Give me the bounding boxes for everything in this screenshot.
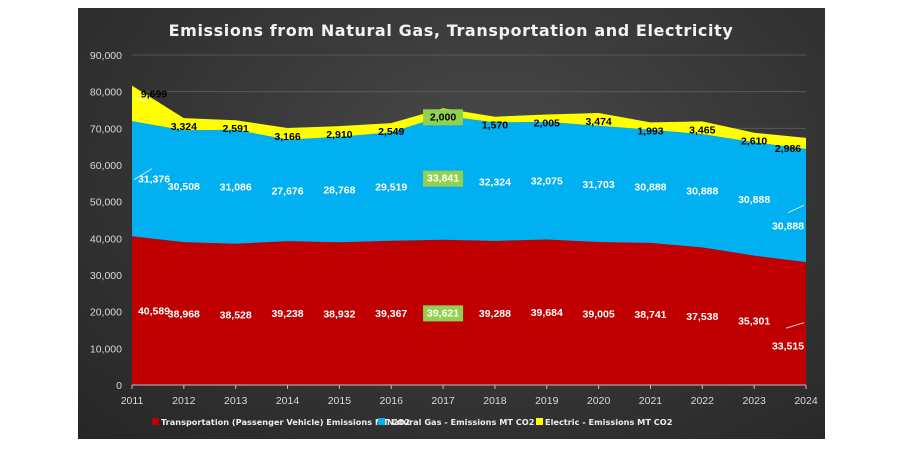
x-tick-label: 2022: [691, 395, 715, 407]
y-tick-label: 30,000: [90, 270, 122, 282]
leader-line: [785, 322, 805, 329]
x-tick-label: 2018: [483, 395, 507, 407]
data-label: 30,888: [686, 186, 718, 198]
legend-swatch: [378, 418, 385, 425]
x-tick-label: 2021: [639, 395, 663, 407]
legend-label: Natural Gas - Emissions MT CO2: [387, 417, 534, 427]
y-tick-label: 40,000: [90, 233, 122, 245]
leader-line: [787, 204, 805, 214]
x-tick-label: 2023: [742, 395, 766, 407]
x-tick-label: 2013: [224, 395, 248, 407]
x-tick-label: 2015: [328, 395, 352, 407]
data-label: 31,703: [583, 179, 615, 191]
data-label: 30,888: [738, 194, 770, 206]
y-tick-label: 80,000: [90, 87, 122, 99]
highlight-label-bg: [423, 109, 464, 126]
y-tick-label: 60,000: [90, 160, 122, 172]
legend-swatch: [152, 418, 159, 425]
data-label: 37,538: [686, 311, 718, 323]
data-label: 28,768: [323, 185, 355, 197]
data-label: 2,591: [223, 123, 249, 135]
data-label: 3,166: [274, 131, 300, 143]
data-label: 2,549: [378, 126, 404, 138]
data-label: 1,570: [482, 120, 508, 132]
data-label: 38,528: [220, 309, 252, 321]
data-label: 3,324: [171, 121, 197, 133]
leader-line: [133, 168, 153, 181]
data-label: 9,699: [141, 89, 167, 101]
x-tick-label: 2014: [276, 395, 300, 407]
data-label: 38,968: [168, 309, 200, 321]
x-tick-label: 2024: [794, 395, 818, 407]
area-series-layer: [132, 85, 806, 385]
data-label: 39,684: [531, 307, 563, 319]
data-label: 2,005: [534, 118, 560, 130]
y-tick-label: 20,000: [90, 307, 122, 319]
data-label: 39,367: [375, 308, 407, 320]
data-label: 40,589: [138, 306, 170, 318]
data-label: 39,238: [271, 308, 303, 320]
data-label: 30,508: [168, 181, 200, 193]
x-tick-label: 2016: [380, 395, 404, 407]
data-label: 33,841: [427, 173, 459, 185]
y-tick-label: 0: [116, 380, 122, 392]
data-label: 39,621: [427, 307, 459, 319]
data-label: 39,288: [479, 308, 511, 320]
data-label: 30,888: [634, 181, 666, 193]
legend: Transportation (Passenger Vehicle) Emiss…: [152, 417, 672, 427]
axes: 0 10,000 20,000 30,000 40,000 50,000 60,000 70,…: [90, 50, 818, 407]
highlight-label-bg: [423, 305, 464, 322]
y-tick-label: 10,000: [90, 343, 122, 355]
data-label: 39,005: [583, 308, 615, 320]
highlight-label-bg: [423, 170, 464, 187]
x-tick-label: 2019: [535, 395, 559, 407]
data-label: 35,301: [738, 315, 770, 327]
y-tick-label: 90,000: [90, 50, 122, 62]
data-label: 2,986: [775, 143, 801, 155]
x-tick-label: 2020: [587, 395, 611, 407]
data-label: 3,474: [585, 116, 611, 128]
data-label: 27,676: [271, 185, 303, 197]
area-series-3: [132, 85, 806, 149]
data-label: 38,932: [323, 309, 355, 321]
data-label: 32,075: [531, 176, 563, 188]
legend-swatch: [536, 418, 543, 425]
x-tick-label: 2011: [121, 395, 144, 407]
data-label: 31,376: [138, 174, 170, 186]
chart-title: Emissions from Natural Gas, Transportati…: [169, 21, 734, 40]
data-label: 1,993: [637, 125, 663, 137]
area-series-2: [132, 115, 806, 263]
data-label: 2,910: [326, 129, 352, 141]
data-label: 3,465: [689, 124, 715, 136]
legend-label: Transportation (Passenger Vehicle) Emiss…: [161, 417, 410, 427]
x-tick-label: 2012: [172, 395, 196, 407]
data-label: 2,610: [741, 136, 767, 148]
leader-line: [133, 96, 149, 104]
data-label: 38,741: [634, 309, 666, 321]
data-label: 31,086: [220, 182, 252, 194]
data-label: 32,324: [479, 177, 511, 189]
data-label: 33,515: [772, 341, 804, 353]
data-label: 29,519: [375, 182, 407, 194]
data-label: 30,888: [772, 220, 804, 232]
y-tick-label: 70,000: [90, 123, 122, 135]
x-tick-label: 2017: [431, 395, 455, 407]
legend-label: Electric - Emissions MT CO2: [545, 417, 672, 427]
data-label: 2,000: [430, 111, 456, 123]
y-tick-label: 50,000: [90, 197, 122, 209]
area-series-1: [132, 236, 806, 385]
